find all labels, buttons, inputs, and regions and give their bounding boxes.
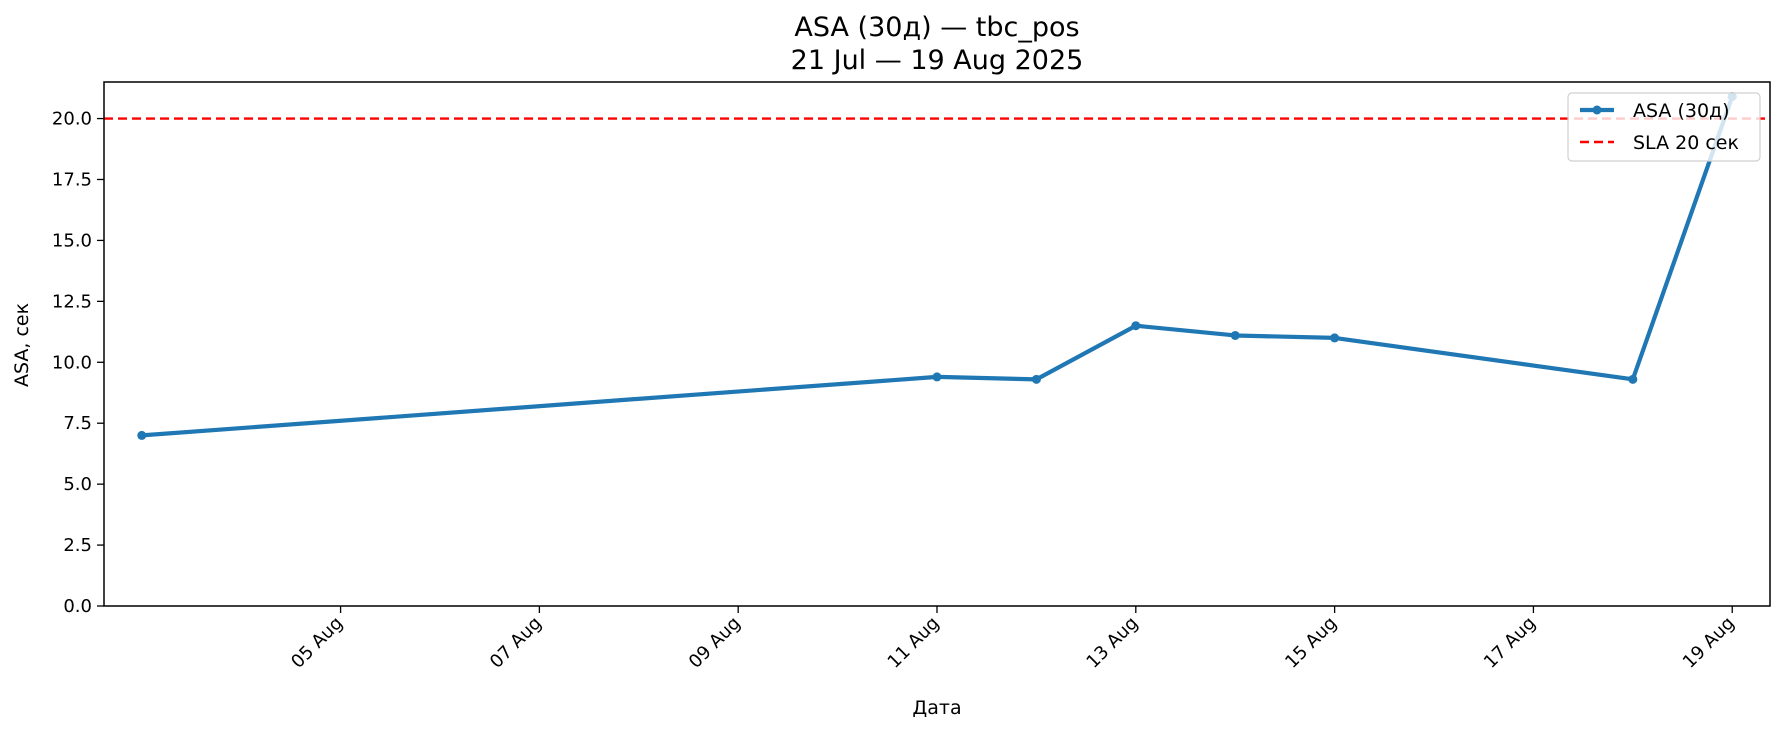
data-point [137,430,147,440]
data-point [1031,374,1041,384]
series-line-asa [139,94,1735,438]
x-axis-label: Дата [912,697,961,719]
plot-area [103,81,1771,607]
data-point [1131,321,1141,331]
legend-marker-asa [1592,105,1602,115]
y-axis-label: ASA, сек [11,303,33,387]
x-tick-label: 17 Aug [1480,613,1540,673]
y-tick-label: 7.5 [63,413,92,434]
y-axis-ticks: 0.0 2.5 5.0 7.5 10.0 12.5 15.0 17.5 20.0 [52,109,104,617]
y-tick-label: 10.0 [52,352,92,373]
y-tick-label: 5.0 [63,474,92,495]
y-tick-label: 20.0 [52,109,92,130]
x-tick-label: 13 Aug [1082,613,1142,673]
legend-label-asa: ASA (30д) [1633,100,1730,122]
x-tick-label: 05 Aug [287,613,347,673]
x-tick-label: 07 Aug [486,613,546,673]
y-tick-label: 2.5 [63,535,92,556]
y-tick-label: 17.5 [52,169,92,190]
legend-box [1567,92,1761,162]
y-tick-label: 12.5 [52,291,92,312]
x-tick-label: 19 Aug [1679,613,1739,673]
y-tick-label: 15.0 [52,230,92,251]
data-point [1330,333,1340,343]
chart-title: ASA (30д) — tbc_pos [794,12,1079,43]
data-point [1230,330,1240,340]
x-tick-label: 09 Aug [685,613,745,673]
x-tick-label: 15 Aug [1281,613,1341,673]
legend: ASA (30д) SLA 20 сек [1567,92,1761,162]
chart-subtitle: 21 Jul — 19 Aug 2025 [791,45,1084,76]
y-tick-label: 0.0 [63,596,92,617]
x-tick-label: 11 Aug [884,613,944,673]
data-point [1628,374,1638,384]
data-point [932,372,942,382]
x-axis-ticks: 05 Aug 07 Aug 09 Aug 11 Aug 13 Aug 15 Aug 17 A… [287,606,1739,673]
plot-frame [103,81,1771,607]
legend-label-sla: SLA 20 сек [1633,132,1739,154]
